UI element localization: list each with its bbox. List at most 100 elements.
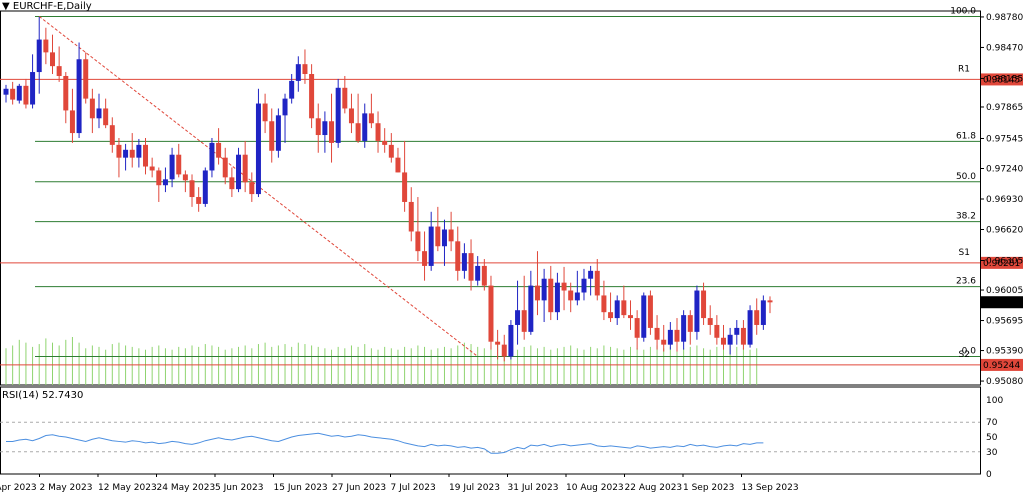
pivot-price-tag xyxy=(981,358,1023,371)
candle-body xyxy=(189,180,195,198)
price-tick-label: 0.97545 xyxy=(986,134,1023,144)
candle-body xyxy=(96,108,102,119)
candle-body xyxy=(355,123,361,141)
candle-body xyxy=(36,39,42,73)
candle-body xyxy=(687,315,693,332)
candle-body xyxy=(541,278,547,301)
candle-body xyxy=(282,98,288,116)
candle-body xyxy=(734,327,740,335)
candle-body xyxy=(50,52,56,67)
time-tick-label: 7 Jul 2023 xyxy=(391,483,436,493)
candle-body xyxy=(249,182,255,195)
time-tick-label: 19 Jul 2023 xyxy=(449,483,500,493)
candle-body xyxy=(56,66,62,76)
candle-body xyxy=(10,88,16,100)
candle-body xyxy=(767,300,773,303)
candle-body xyxy=(408,201,414,232)
candle-body xyxy=(435,226,441,247)
candle-body xyxy=(495,341,501,345)
candle-body xyxy=(415,231,421,252)
current-price-text: 0.95881 xyxy=(983,298,1020,308)
candle-body xyxy=(16,85,22,101)
candle-body xyxy=(329,121,335,143)
candle-body xyxy=(475,265,481,281)
candle-body xyxy=(143,144,149,167)
pivot-price-tag xyxy=(981,73,1023,86)
candle-body xyxy=(627,315,633,319)
candle-body xyxy=(322,121,328,136)
fib-level-label: 61.8 xyxy=(956,131,976,141)
candle-body xyxy=(222,157,228,178)
candle-body xyxy=(740,327,746,345)
time-tick-label: 10 Aug 2023 xyxy=(566,483,624,493)
current-price-tag xyxy=(981,296,1023,309)
candle-body xyxy=(368,113,374,124)
time-tick-label: 1 Sep 2023 xyxy=(683,483,734,493)
candle-body xyxy=(634,318,640,338)
candle-body xyxy=(176,154,182,175)
candle-body xyxy=(621,300,627,316)
candle-body xyxy=(714,324,720,338)
candle-body xyxy=(315,118,321,136)
candle-body xyxy=(707,318,713,325)
candle-body xyxy=(30,72,36,105)
fib-level-label: 100.0 xyxy=(950,6,976,16)
candle-body xyxy=(63,75,69,111)
candle-body xyxy=(501,344,507,357)
time-tick-label: 13 Sep 2023 xyxy=(742,483,799,493)
dropdown-arrow-icon[interactable]: ▼ xyxy=(2,1,10,12)
pivot-label: S2 xyxy=(959,350,970,360)
candle-body xyxy=(654,327,660,340)
candle-body xyxy=(574,292,580,301)
candle-body xyxy=(335,87,341,143)
candle-body xyxy=(528,285,534,332)
candle-body xyxy=(262,103,268,122)
candle-body xyxy=(149,166,155,171)
candle-body xyxy=(601,295,607,313)
candle-body xyxy=(667,329,673,345)
candle-body xyxy=(242,154,248,183)
price-tick-label: 0.95080 xyxy=(986,377,1023,387)
candle-body xyxy=(554,282,560,313)
candle-body xyxy=(23,85,29,105)
candle-body xyxy=(534,285,540,301)
time-tick-label: 15 Jun 2023 xyxy=(274,483,328,493)
candle-body xyxy=(395,157,401,173)
pivot-price-text: 0.98145 xyxy=(983,75,1020,85)
rsi-tick-label: 100 xyxy=(986,396,1003,406)
candle-body xyxy=(515,310,521,325)
price-tick-label: 0.98470 xyxy=(986,43,1023,53)
candle-body xyxy=(162,179,168,186)
candle-body xyxy=(342,87,348,109)
candle-body xyxy=(727,334,733,345)
price-tick-label: 0.97240 xyxy=(986,164,1023,174)
candle-body xyxy=(647,295,653,328)
time-tick-label: 22 Aug 2023 xyxy=(625,483,683,493)
candle-body xyxy=(348,108,354,124)
candle-body xyxy=(694,290,700,332)
price-tick-label: 0.96305 xyxy=(986,257,1023,267)
price-tick-label: 0.98155 xyxy=(986,74,1023,84)
fib-level-label: 38.2 xyxy=(956,212,976,222)
candle-body xyxy=(760,300,766,325)
candle-body xyxy=(508,324,514,357)
candle-body xyxy=(614,300,620,319)
candle-body xyxy=(581,278,587,293)
candle-body xyxy=(681,315,687,342)
candle-body xyxy=(69,110,75,134)
candle-body xyxy=(568,290,574,301)
candle-body xyxy=(641,295,647,338)
candle-body xyxy=(196,197,202,204)
price-tick-label: 0.96620 xyxy=(986,226,1023,236)
fib-level-label: 23.6 xyxy=(956,277,976,287)
rsi-label: RSI(14) 52.7430 xyxy=(2,390,84,401)
fib-level-label: 0.0 xyxy=(962,346,977,356)
time-tick-label: 31 Jul 2023 xyxy=(508,483,559,493)
candle-body xyxy=(561,282,567,291)
time-tick-label: 2 May 2023 xyxy=(40,483,93,493)
chart-title: EURCHF-E,Daily xyxy=(12,1,92,12)
candle-body xyxy=(129,149,135,158)
candle-body xyxy=(209,142,215,171)
rsi-header: RSI(14) 52.7430 xyxy=(2,390,83,401)
